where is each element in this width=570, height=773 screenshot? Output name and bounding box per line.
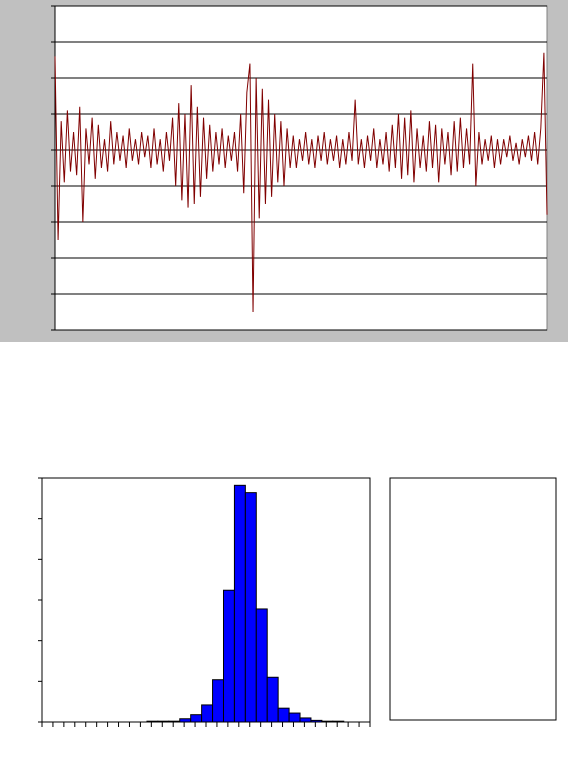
bar bbox=[179, 718, 192, 723]
bar bbox=[277, 707, 290, 723]
bar bbox=[190, 714, 203, 723]
series-line bbox=[54, 52, 548, 313]
bar bbox=[299, 717, 312, 723]
bar bbox=[288, 712, 301, 723]
bar bbox=[233, 484, 246, 723]
bar bbox=[168, 720, 181, 723]
bar bbox=[157, 720, 170, 723]
bar bbox=[201, 704, 214, 723]
bar bbox=[266, 676, 279, 723]
empty-panel bbox=[389, 477, 557, 721]
bar bbox=[212, 679, 224, 723]
bar bbox=[146, 720, 159, 723]
bar bbox=[321, 720, 334, 723]
histogram-frame bbox=[41, 477, 371, 723]
bar bbox=[244, 492, 257, 723]
plot-area bbox=[54, 5, 548, 331]
bar bbox=[222, 589, 235, 723]
bar bbox=[332, 720, 345, 723]
bar bbox=[310, 719, 323, 723]
bar bbox=[255, 608, 268, 723]
